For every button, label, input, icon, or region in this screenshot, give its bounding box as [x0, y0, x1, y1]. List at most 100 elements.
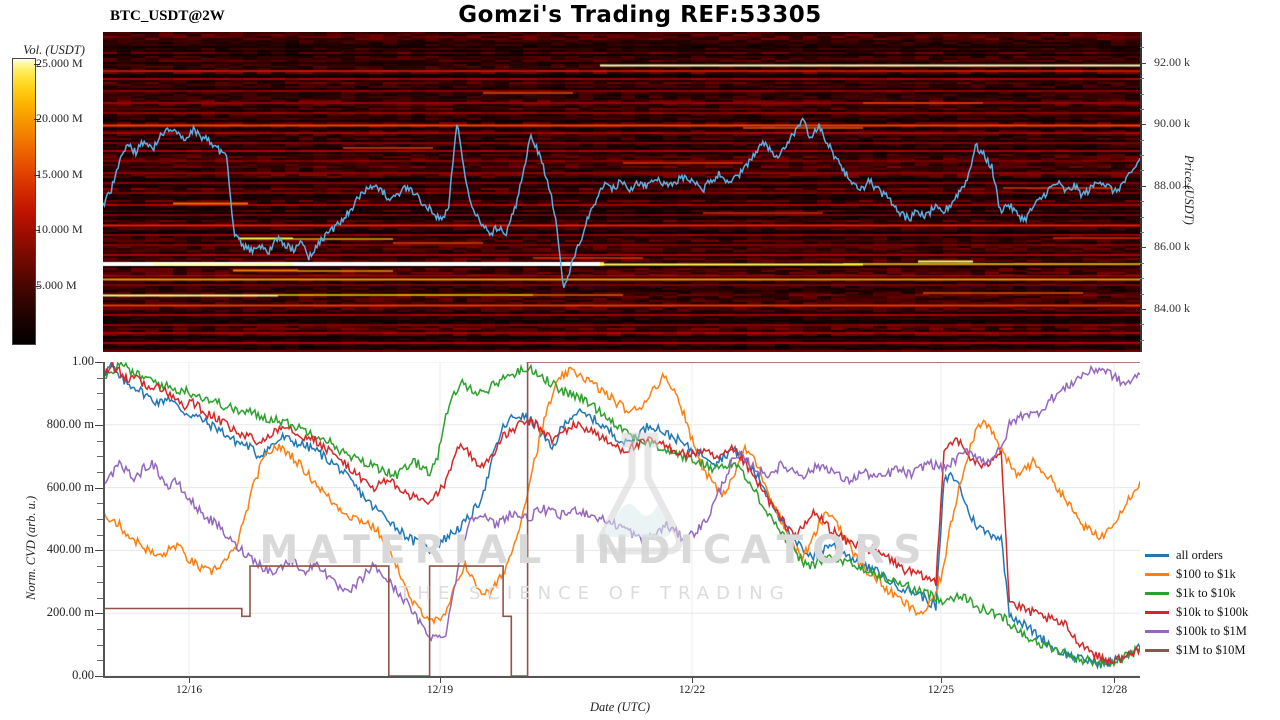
cvd-y-tick	[95, 424, 103, 426]
cvd-x-tick-label: 12/22	[678, 684, 706, 696]
price-axis-minor-tick	[1140, 324, 1144, 326]
cvd-y-tick-label: 0.00	[72, 668, 94, 682]
legend-item-label: $1k to $10k	[1176, 586, 1236, 600]
cvd-y-minor-tick	[97, 456, 103, 458]
cvd-y-minor-tick	[97, 503, 103, 505]
cvd-x-tick	[1114, 678, 1116, 683]
cvd-y-minor-tick	[97, 566, 103, 568]
price-axis-tick	[1140, 247, 1146, 249]
cvd-y-minor-tick	[97, 534, 103, 536]
cvd-y-axis-title: Norm. CVD (arb. u.)	[24, 495, 38, 600]
price-axis-minor-tick	[1140, 170, 1144, 172]
cvd-y-minor-tick	[97, 377, 103, 379]
cvd-y-minor-tick	[97, 440, 103, 442]
cvd-y-tick-label: 1.00	[72, 354, 94, 368]
cvd-legend: all orders $100 to $1k $1k to $10k $10k to …	[1145, 546, 1248, 660]
legend-item-6[interactable]: $1M to $10M	[1145, 641, 1248, 660]
price-axis-minor-tick	[1140, 278, 1144, 280]
price-axis-tick	[1140, 308, 1146, 310]
price-axis-minor-tick	[1140, 201, 1144, 203]
cvd-x-tick-label: 12/25	[927, 684, 954, 696]
price-axis-minor-tick	[1140, 93, 1144, 95]
price-axis-minor-tick	[1140, 232, 1144, 233]
price-line	[103, 117, 1140, 288]
price-axis-tick-label: 84.00 k	[1154, 300, 1190, 315]
cvd-y-tick-label: 600.00 m	[46, 479, 94, 494]
price-axis-minor-tick	[1140, 262, 1144, 264]
price-axis-tick-label: 88.00 k	[1154, 177, 1190, 192]
price-axis-tick-label: 90.00 k	[1154, 116, 1190, 131]
cvd-y-minor-tick	[97, 393, 103, 395]
colorbar-tickmark	[34, 286, 40, 287]
legend-color-swatch	[1145, 592, 1169, 595]
colorbar-tick-label: 15.000 M	[36, 166, 83, 181]
colorbar-tickmark	[34, 63, 40, 65]
colorbar-tick-label: 10.000 M	[36, 222, 83, 237]
price-axis-tick	[1140, 185, 1146, 187]
cvd-x-tick-label: 12/19	[426, 684, 454, 696]
price-axis-minor-tick	[1140, 293, 1144, 295]
price-axis-minor-tick	[1140, 47, 1144, 49]
legend-item-label: $100k to $1M	[1176, 624, 1247, 638]
legend-item-2[interactable]: $100 to $1k	[1145, 565, 1248, 584]
price-axis-minor-tick	[1140, 139, 1144, 141]
legend-item-label: $1M to $10M	[1176, 643, 1246, 657]
price-axis-line	[1140, 32, 1142, 352]
legend-item-3[interactable]: $1k to $10k	[1145, 584, 1248, 603]
legend-item-label: $100 to $1k	[1176, 567, 1236, 581]
cvd-x-axis-title: Date (UTC)	[589, 700, 651, 714]
colorbar-tick-label: 5.000 M	[36, 278, 77, 292]
cvd-x-tick	[940, 678, 942, 683]
legend-item-4[interactable]: $10k to $100k	[1145, 603, 1248, 622]
flask-icon	[597, 432, 683, 555]
volume-heatmap-canvas	[103, 32, 1140, 352]
price-axis-tick	[1140, 124, 1146, 126]
price-axis-minor-tick	[1140, 78, 1144, 80]
cvd-y-tick	[95, 550, 103, 552]
colorbar-tickmark	[34, 174, 40, 176]
cvd-x-tick-label: 12/28	[1100, 684, 1128, 696]
colorbar-title: Vol. (USDT)	[23, 43, 85, 57]
price-axis-minor-tick	[1140, 155, 1144, 157]
cvd-y-minor-tick	[97, 628, 103, 630]
legend-item-5[interactable]: $100k to $1M	[1145, 622, 1248, 641]
legend-color-swatch	[1145, 630, 1169, 633]
legend-color-swatch	[1145, 573, 1169, 576]
legend-color-swatch	[1145, 649, 1169, 652]
cvd-y-minor-tick	[97, 644, 103, 646]
colorbar-tickmark	[34, 230, 40, 232]
colorbar-tick-label: 25.000 M	[36, 55, 83, 70]
cvd-y-tick	[95, 613, 103, 615]
cvd-y-axis-line	[103, 362, 105, 678]
cvd-y-tick	[95, 362, 103, 363]
btc-price-polyline	[103, 117, 1140, 288]
cvd-series-6	[103, 362, 1140, 676]
price-axis-tick-label: 92.00 k	[1154, 54, 1190, 69]
legend-item-1[interactable]: all orders	[1145, 546, 1248, 565]
price-axis-minor-tick	[1140, 108, 1144, 110]
volume-colorbar	[12, 58, 36, 345]
cvd-series-4	[103, 362, 1140, 668]
cvd-x-tick	[692, 678, 694, 683]
cvd-y-minor-tick	[97, 471, 103, 473]
cvd-y-minor-tick	[97, 409, 103, 411]
legend-item-label: $10k to $100k	[1176, 605, 1249, 619]
cvd-y-minor-tick	[97, 597, 103, 599]
cvd-y-tick	[95, 487, 103, 489]
price-axis-minor-tick	[1140, 216, 1144, 218]
colorbar-tick-label: 20.000 M	[36, 111, 83, 126]
colorbar-tickmark	[34, 119, 40, 121]
legend-item-label: all orders	[1176, 548, 1223, 562]
cvd-x-tick	[440, 678, 442, 683]
legend-color-swatch	[1145, 611, 1169, 614]
cvd-y-minor-tick	[97, 581, 103, 583]
price-axis-tick	[1140, 62, 1146, 64]
cvd-series-2	[103, 366, 1140, 626]
legend-color-swatch	[1145, 554, 1169, 557]
cvd-y-tick-label: 400.00 m	[46, 542, 94, 557]
cvd-x-tick-label: 12/16	[175, 684, 203, 696]
cvd-x-tick	[189, 678, 191, 683]
cvd-y-tick-label: 800.00 m	[46, 416, 94, 431]
cvd-y-minor-tick	[97, 519, 103, 520]
